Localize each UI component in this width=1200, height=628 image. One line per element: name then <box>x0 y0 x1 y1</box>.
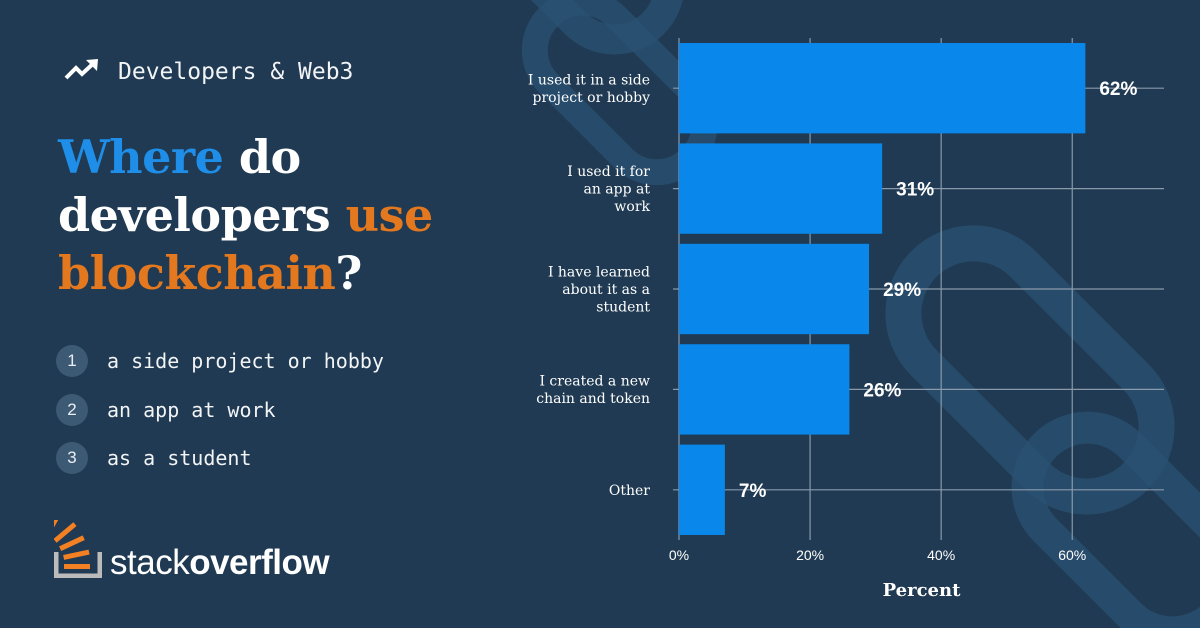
number-badge: 1 <box>56 345 88 377</box>
tick-label: 40% <box>927 547 955 563</box>
bar <box>679 344 850 435</box>
headline-part-mid: do developers <box>58 130 346 242</box>
eyebrow: Developers & Web3 <box>64 58 353 85</box>
bar <box>679 43 1086 134</box>
category-label: chain and token <box>536 391 650 407</box>
data-label: 62% <box>1099 79 1137 100</box>
category-label: student <box>596 300 650 316</box>
axis-title: Percent <box>883 580 961 601</box>
bar <box>679 143 883 234</box>
headline-part-question: ? <box>335 246 362 300</box>
list-item-text: an app at work <box>107 397 276 422</box>
category-label: work <box>614 199 650 215</box>
logo-word-stack: stack <box>110 543 190 582</box>
stack-overflow-logo-icon <box>44 511 103 583</box>
list-item: 2 an app at work <box>56 393 384 426</box>
bar <box>679 444 725 535</box>
data-label: 26% <box>863 380 901 401</box>
eyebrow-text: Developers & Web3 <box>118 58 354 85</box>
logo-word-overflow: overflow <box>189 543 330 582</box>
bar-chart: 62% I used it in a side project or hobby 31… <box>528 38 1164 601</box>
category-label: project or hobby <box>533 90 651 106</box>
number-badge: 3 <box>56 442 88 474</box>
data-label: 29% <box>883 280 921 301</box>
list-item-text: as a student <box>107 446 252 470</box>
logo-wordmark: stackoverflow <box>110 543 330 583</box>
tick-label: 20% <box>796 547 824 563</box>
data-label: 31% <box>896 180 934 201</box>
list-item-text: a side project or hobby <box>107 349 384 373</box>
tick-label: 0% <box>669 547 689 563</box>
stack-overflow-logo: stackoverflow <box>44 511 330 583</box>
category-label: an app at <box>583 182 650 198</box>
bar <box>679 243 870 335</box>
trending-up-icon <box>64 58 100 85</box>
number-badge: 2 <box>56 393 88 426</box>
headline-part-where: Where <box>58 130 224 184</box>
data-label: 7% <box>739 481 767 502</box>
reasons-list: 1 a side project or hobby 2 an app at wo… <box>56 345 384 491</box>
category-label: I used it for <box>567 164 650 180</box>
list-item: 3 as a student <box>56 442 384 474</box>
list-item: 1 a side project or hobby <box>56 345 384 377</box>
category-label: about it as a <box>562 282 650 298</box>
category-label: I created a new <box>539 374 650 390</box>
left-panel: Developers & Web3 Where do developers us… <box>0 0 460 628</box>
tick-label: 60% <box>1058 547 1086 563</box>
headline-part-use: use <box>345 188 434 242</box>
headline-part-blockchain: blockchain <box>58 246 336 300</box>
category-label: Other <box>609 483 650 499</box>
page-title: Where do developers use blockchain? <box>58 128 458 302</box>
category-label: I have learned <box>548 265 650 281</box>
category-label: I used it in a side <box>528 72 650 88</box>
